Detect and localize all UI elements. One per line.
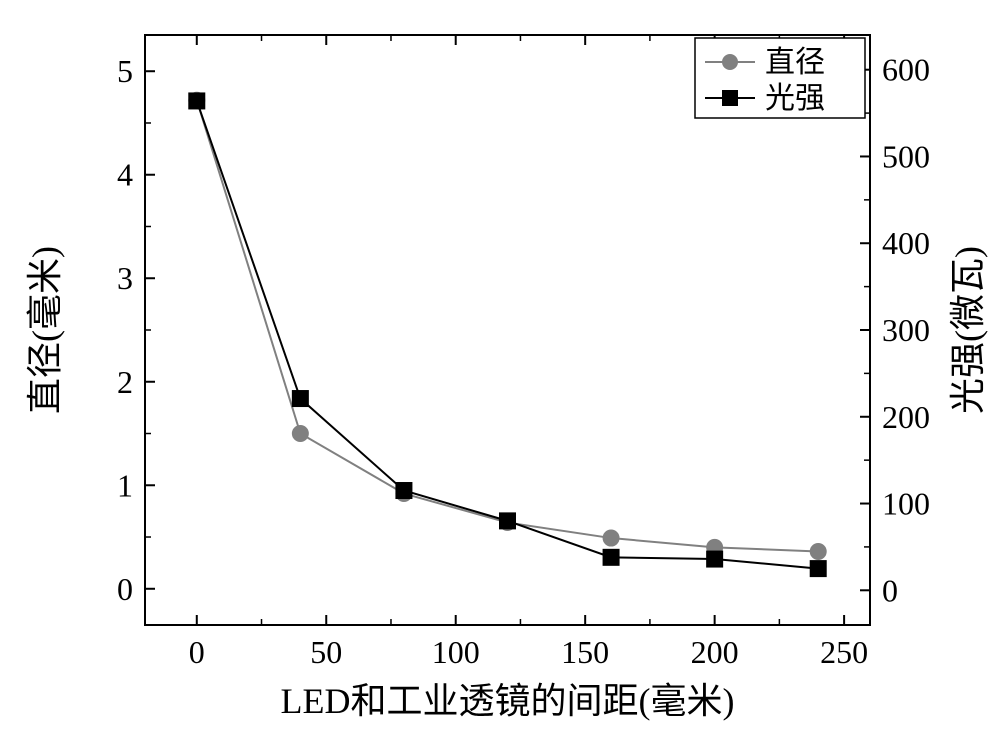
y-left-tick-label: 5 xyxy=(117,53,133,89)
y-right-tick-label: 500 xyxy=(882,138,930,174)
series-marker-0 xyxy=(292,426,308,442)
y-right-tick-label: 0 xyxy=(882,572,898,608)
series-marker-1 xyxy=(707,551,723,567)
legend-marker-0 xyxy=(722,54,738,70)
x-tick-label: 100 xyxy=(432,634,480,670)
x-tick-label: 200 xyxy=(691,634,739,670)
series-marker-1 xyxy=(396,483,412,499)
legend-marker-1 xyxy=(722,90,738,106)
chart-svg: 0501001502002500123450100200300400500600… xyxy=(0,0,1000,741)
y-left-tick-label: 2 xyxy=(117,364,133,400)
series-marker-1 xyxy=(189,93,205,109)
y-right-tick-label: 400 xyxy=(882,225,930,261)
series-line-1 xyxy=(197,101,818,569)
y-left-tick-label: 4 xyxy=(117,157,133,193)
plot-border xyxy=(145,35,870,625)
series-line-0 xyxy=(197,100,818,551)
y-right-tick-label: 200 xyxy=(882,399,930,435)
series-marker-0 xyxy=(603,530,619,546)
legend-label-0: 直径 xyxy=(765,46,825,79)
series-marker-1 xyxy=(500,513,516,529)
chart-container: 0501001502002500123450100200300400500600… xyxy=(0,0,1000,741)
x-tick-label: 0 xyxy=(189,634,205,670)
y-right-tick-label: 300 xyxy=(882,312,930,348)
series-marker-1 xyxy=(292,391,308,407)
y-left-axis-title: 直径(毫米) xyxy=(25,246,65,414)
x-axis-title: LED和工业透镜的间距(毫米) xyxy=(281,681,735,721)
y-right-tick-label: 600 xyxy=(882,52,930,88)
series-marker-0 xyxy=(810,544,826,560)
series-marker-1 xyxy=(810,561,826,577)
y-left-tick-label: 3 xyxy=(117,260,133,296)
x-tick-label: 150 xyxy=(561,634,609,670)
series-marker-1 xyxy=(603,549,619,565)
y-right-tick-label: 100 xyxy=(882,486,930,522)
legend-label-1: 光强 xyxy=(765,82,825,115)
y-left-tick-label: 0 xyxy=(117,571,133,607)
x-tick-label: 50 xyxy=(310,634,342,670)
y-right-axis-title: 光强(微瓦) xyxy=(948,246,988,414)
y-left-tick-label: 1 xyxy=(117,467,133,503)
x-tick-label: 250 xyxy=(820,634,868,670)
